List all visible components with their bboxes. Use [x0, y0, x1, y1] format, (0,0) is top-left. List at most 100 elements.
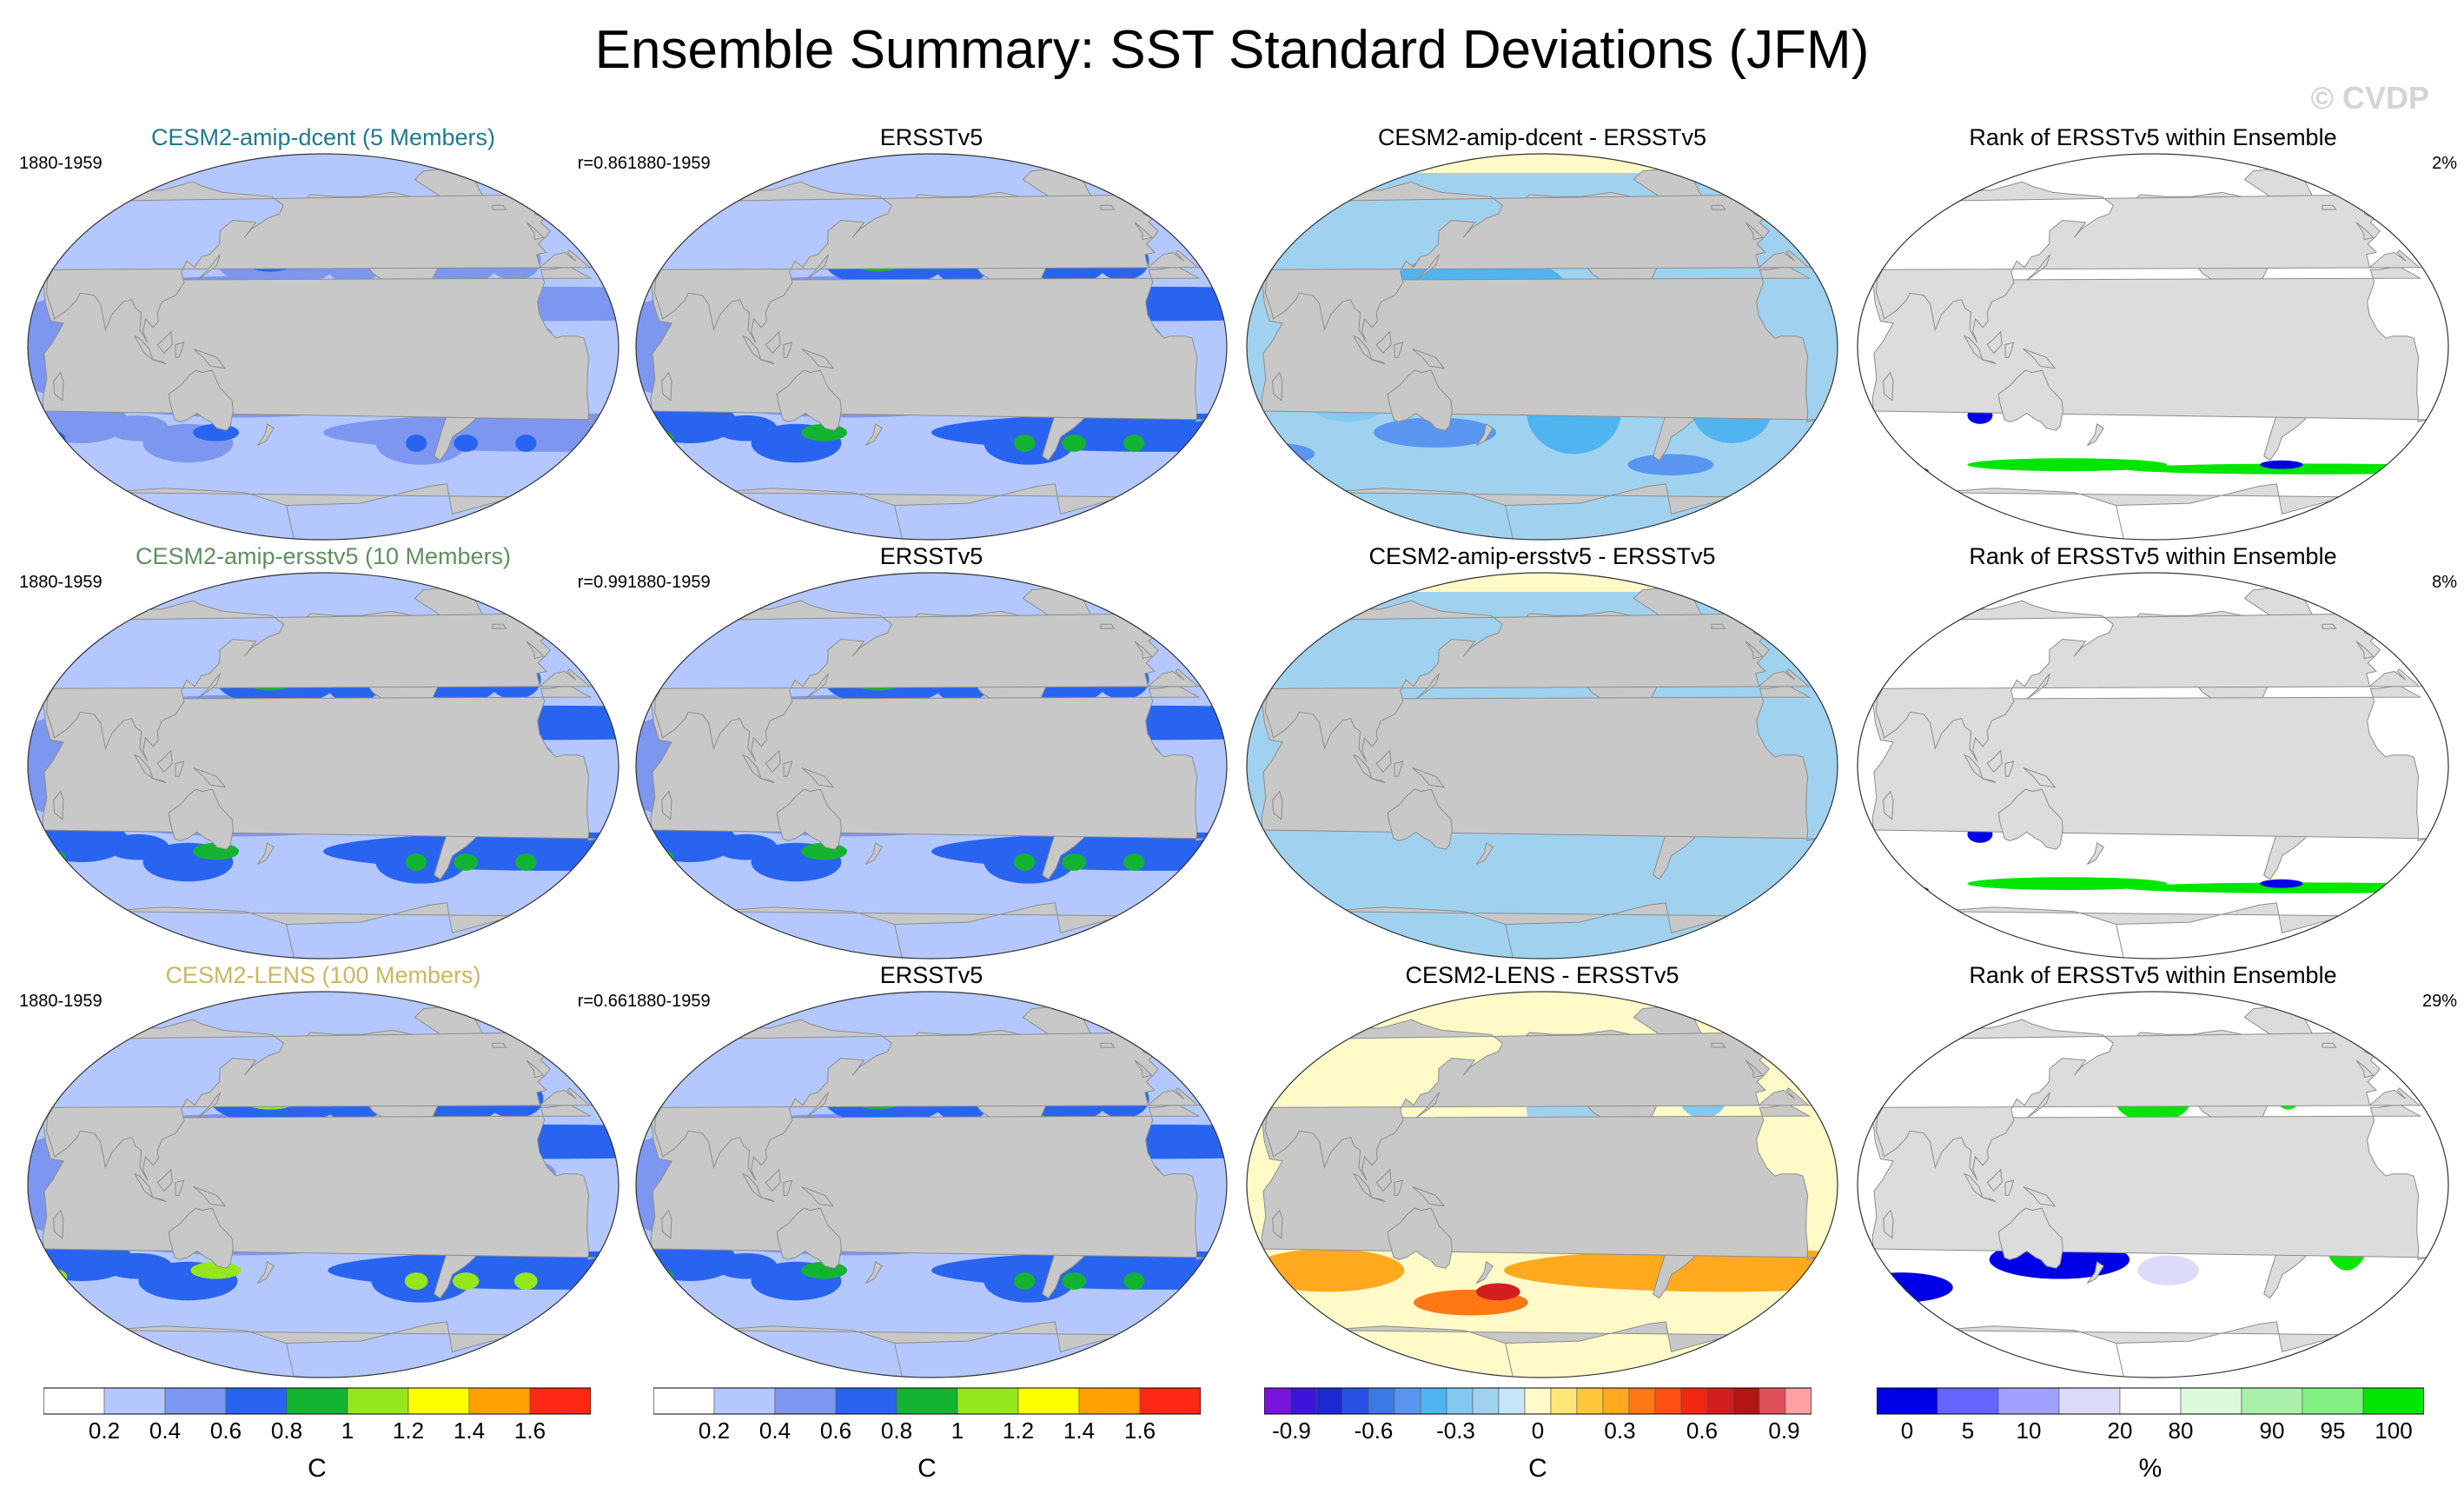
colorbar-swatch [2180, 1387, 2242, 1415]
land-mass [1352, 754, 1373, 780]
land-mass [2322, 623, 2337, 629]
land-mass [1412, 1186, 1446, 1207]
land-mass [864, 1260, 883, 1284]
contour-region [404, 1272, 428, 1290]
land-mass [1415, 673, 1440, 700]
figure-title: Ensemble Summary: SST Standard Deviation… [594, 20, 1870, 80]
colorbar-swatch [1368, 1387, 1395, 1415]
land-mass [661, 790, 672, 820]
panel-title: Rank of ERSSTv5 within Ensemble [1969, 124, 2337, 150]
map-outline [635, 991, 1228, 1378]
period-label: 1880-1959 [19, 573, 103, 592]
land-mass [864, 841, 883, 865]
colorbar-swatch [1341, 1387, 1369, 1415]
land-mass [1997, 788, 2063, 850]
panel-title: CESM2-amip-ersstv5 (10 Members) [135, 543, 512, 569]
land-mass [1883, 1209, 1894, 1239]
map-outline [635, 153, 1228, 541]
colorbar-swatch [1078, 1387, 1141, 1415]
colorbar-swatch [1394, 1387, 1421, 1415]
world-map [1857, 153, 2449, 541]
period-label: 1880-1959 [627, 573, 711, 592]
world-map [27, 991, 619, 1378]
contour-region [453, 1272, 480, 1290]
colorbar-tick-label: 20 [2108, 1418, 2133, 1444]
period-label: 1880-1959 [19, 992, 103, 1011]
contour-region [515, 435, 537, 452]
colorbar-tick-label: 10 [2017, 1418, 2042, 1444]
land-mass [1982, 1197, 1997, 1203]
period-label: 1880-1959 [627, 154, 711, 173]
contour-region [1374, 417, 1497, 448]
colorbar-tick-label: 80 [2169, 1418, 2194, 1444]
land-mass [1745, 641, 1764, 660]
colorbar-tick-label: 100 [2375, 1418, 2412, 1444]
contour-region [1476, 1283, 1520, 1301]
period-label: 1880-1959 [627, 992, 711, 1011]
contour-region [1247, 573, 1838, 592]
corner-stat: r=0.99 [577, 573, 627, 592]
colorbar-swatch [1997, 1387, 2060, 1415]
land-mass [710, 902, 1123, 959]
land-mass [2086, 1260, 2104, 1284]
land-mass [1272, 1209, 1283, 1239]
colorbar-tick-label: 0.2 [89, 1418, 120, 1444]
land-mass [2355, 222, 2375, 241]
contour-region [643, 849, 674, 867]
land-mass [2355, 641, 2375, 660]
land-mass [783, 760, 793, 777]
world-map [27, 572, 619, 959]
land-mass [741, 754, 762, 780]
colorbar: -0.9 -0.6 -0.3 0 0.3 0.6 0.9 C [1264, 1386, 1812, 1487]
land-mass [102, 483, 515, 540]
colorbar-swatch [164, 1387, 227, 1415]
panel-title: CESM2-amip-dcent (5 Members) [150, 124, 496, 150]
colorbar-tick-label: 90 [2260, 1418, 2285, 1444]
land-mass [1272, 371, 1283, 402]
land-mass [492, 204, 507, 210]
land-mass [1415, 1092, 1440, 1119]
land-mass [1134, 641, 1153, 660]
land-mass [1100, 1042, 1116, 1048]
land-mass [1883, 371, 1894, 402]
map-outline [1246, 153, 1838, 541]
colorbar-swatch [103, 1387, 166, 1415]
land-mass [2023, 767, 2057, 788]
colorbar-swatch [2302, 1387, 2364, 1415]
land-mass [196, 254, 221, 281]
contour-region [515, 853, 537, 871]
land-mass [152, 778, 167, 784]
land-mass [1986, 1168, 2003, 1192]
map-outline [1246, 991, 1838, 1378]
land-mass [776, 788, 842, 850]
contour-region [1123, 853, 1145, 871]
map-panel: Rank of ERSSTv5 within Ensemble 8% [1849, 543, 2457, 965]
colorbar-tick-label: 1.4 [1063, 1418, 1095, 1444]
map-panel: ERSSTv5 1880-1959 [627, 543, 1235, 965]
land-mass [256, 422, 275, 446]
colorbar-swatch [1937, 1387, 1999, 1415]
colorbar-tick-label: 1.6 [514, 1418, 546, 1444]
colorbar-swatch [529, 1387, 591, 1415]
land-mass [760, 1197, 775, 1203]
land-mass [53, 790, 64, 820]
land-mass [760, 778, 775, 784]
colorbar-swatch [1576, 1387, 1604, 1415]
land-mass [2023, 349, 2057, 369]
land-mass [2026, 254, 2050, 281]
colorbar-swatch [1732, 1387, 1760, 1415]
land-mass [661, 371, 672, 402]
contour-region [1247, 992, 1838, 1011]
land-mass [1387, 369, 1453, 431]
corner-stat: 8% [2432, 573, 2457, 592]
land-mass [1412, 767, 1446, 788]
contour-region [715, 415, 778, 442]
world-map [1857, 572, 2449, 959]
world-map [1246, 153, 1838, 541]
contour-region [107, 833, 169, 860]
colorbar-swatch [286, 1387, 348, 1415]
colorbar-swatch [1315, 1387, 1343, 1415]
land-mass [1134, 222, 1153, 241]
colorbar-swatch [1472, 1387, 1500, 1415]
rank-region [2260, 879, 2303, 888]
